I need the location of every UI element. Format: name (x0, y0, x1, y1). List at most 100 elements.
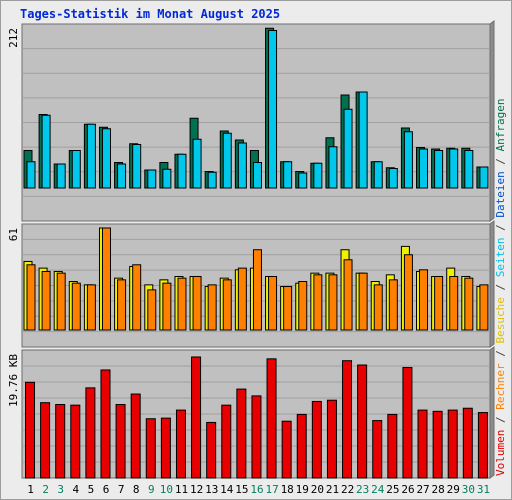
x-tick-label: 1 (27, 483, 34, 496)
chart-title: Tages-Statistik im Monat August 2025 (20, 7, 281, 21)
bar-volume-series1-day26 (402, 366, 413, 479)
x-tick-label: 5 (88, 483, 95, 496)
bar-volume-series1-day17 (266, 358, 277, 479)
bar-requests-files-series2-day21 (328, 146, 338, 189)
x-tick-label: 12 (190, 483, 203, 496)
bar-requests-files-series2-day18 (283, 161, 293, 189)
bar-requests-files-series2-day19 (298, 172, 308, 189)
bar-requests-files-series2-day3 (56, 163, 66, 189)
bar-visits-hosts-series2-day11 (177, 277, 187, 331)
bar-requests-files-series2-day6 (101, 128, 111, 189)
bar-volume-series1-day10 (160, 417, 171, 479)
bar-requests-files-series2-day31 (479, 166, 489, 189)
x-tick-label: 30 (462, 483, 475, 496)
bar-volume-series1-day18 (281, 420, 292, 479)
bar-volume-series1-day2 (40, 402, 51, 479)
bar-visits-hosts-series2-day18 (283, 286, 293, 331)
bar-volume-series1-day13 (206, 421, 217, 479)
bar-volume-series1-day7 (115, 404, 126, 479)
bar-volume-series1-day20 (311, 400, 322, 479)
legend-item: / (494, 344, 507, 364)
x-tick-label: 16 (250, 483, 263, 496)
bar-volume-series1-day12 (191, 356, 202, 479)
bar-requests-files-series2-day2 (41, 114, 51, 189)
bar-requests-files-series2-day15 (237, 142, 247, 189)
bar-requests-files-series2-day8 (132, 144, 142, 189)
bar-visits-hosts-series2-day2 (41, 270, 51, 331)
x-tick-label: 20 (311, 483, 324, 496)
bar-volume-series1-day21 (326, 399, 337, 479)
bar-volume-series1-day6 (100, 369, 111, 479)
bar-visits-hosts-series2-day25 (388, 279, 398, 331)
x-tick-label: 14 (220, 483, 234, 496)
x-tick-label: 28 (432, 483, 445, 496)
bar-visits-hosts-series2-day28 (434, 275, 444, 331)
x-tick-label: 2 (42, 483, 49, 496)
bar-requests-files-series2-day28 (434, 150, 444, 189)
x-tick-label: 23 (356, 483, 369, 496)
bar-visits-hosts-series2-day16 (252, 249, 262, 331)
x-tick-label: 25 (386, 483, 399, 496)
x-tick-label: 29 (447, 483, 460, 496)
side-legend: Volumen / Rechner / Besuche / Seiten / D… (494, 98, 507, 476)
bar-requests-files-series2-day10 (162, 168, 172, 189)
x-tick-label: 17 (265, 483, 278, 496)
bar-volume-series1-day5 (85, 387, 96, 479)
bar-volume-series1-day23 (357, 364, 368, 479)
bar-visits-hosts-series2-day17 (268, 275, 278, 331)
bar-requests-files-series2-day26 (403, 131, 413, 189)
legend-item: Anfragen (494, 98, 507, 151)
bar-requests-files-series2-day7 (117, 163, 127, 189)
axis-max-label-volume: 19.76 KB (7, 354, 20, 407)
bar-visits-hosts-series2-day22 (343, 259, 353, 331)
bar-volume-series1-day11 (175, 409, 186, 479)
bar-requests-files-series2-day25 (388, 168, 398, 189)
bar-requests-files-series2-day5 (86, 123, 96, 189)
legend-item: / (494, 410, 507, 430)
bar-requests-files-series2-day14 (222, 132, 232, 189)
bar-visits-hosts-series2-day10 (162, 282, 172, 331)
bar-visits-hosts-series2-day31 (479, 284, 489, 331)
bar-requests-files-series2-day11 (177, 153, 187, 189)
x-tick-label: 9 (148, 483, 155, 496)
bar-volume-series1-day16 (251, 395, 262, 479)
legend-item: Besuche (494, 297, 507, 343)
x-tick-label: 22 (341, 483, 354, 496)
bar-visits-hosts-series2-day21 (328, 274, 338, 331)
legend-item: Volumen (494, 430, 507, 476)
bar-visits-hosts-series2-day19 (298, 281, 308, 331)
bar-volume-series1-day24 (372, 420, 383, 479)
legend-item: Rechner (494, 363, 507, 410)
bar-requests-files-series2-day24 (373, 161, 383, 189)
bar-requests-files-series2-day23 (358, 91, 368, 189)
bar-visits-hosts-series2-day27 (419, 269, 429, 331)
bar-visits-hosts-series2-day29 (449, 275, 459, 331)
bar-requests-files-series2-day16 (252, 162, 262, 189)
legend-item: Dateien (494, 171, 507, 217)
x-tick-label: 6 (103, 483, 110, 496)
x-tick-label: 10 (160, 483, 173, 496)
bar-volume-series1-day15 (236, 388, 247, 479)
bar-visits-hosts-series2-day5 (86, 284, 96, 331)
bar-volume-series1-day31 (477, 412, 488, 479)
legend-item: / (494, 151, 507, 171)
bar-visits-hosts-series2-day24 (373, 284, 383, 331)
bar-visits-hosts-series2-day30 (464, 277, 474, 331)
plot-depth-requests-files (489, 20, 495, 222)
bar-volume-series1-day27 (417, 409, 428, 479)
bar-requests-files-series2-day30 (464, 150, 474, 189)
x-tick-label: 26 (401, 483, 414, 496)
bar-visits-hosts-series2-day26 (403, 254, 413, 331)
bar-volume-series1-day22 (342, 360, 353, 479)
axis-max-label-requests-files: 212 (7, 28, 20, 48)
bar-volume-series1-day3 (55, 404, 66, 479)
bar-visits-hosts-series2-day1 (26, 264, 36, 331)
x-tick-label: 8 (133, 483, 140, 496)
bar-requests-files-series2-day13 (207, 171, 217, 189)
bar-visits-hosts-series2-day7 (117, 279, 127, 331)
plot-depth-volume (489, 346, 495, 479)
bar-visits-hosts-series2-day14 (222, 279, 232, 331)
bar-requests-files-series2-day9 (147, 169, 157, 189)
legend-item: / (494, 277, 507, 297)
